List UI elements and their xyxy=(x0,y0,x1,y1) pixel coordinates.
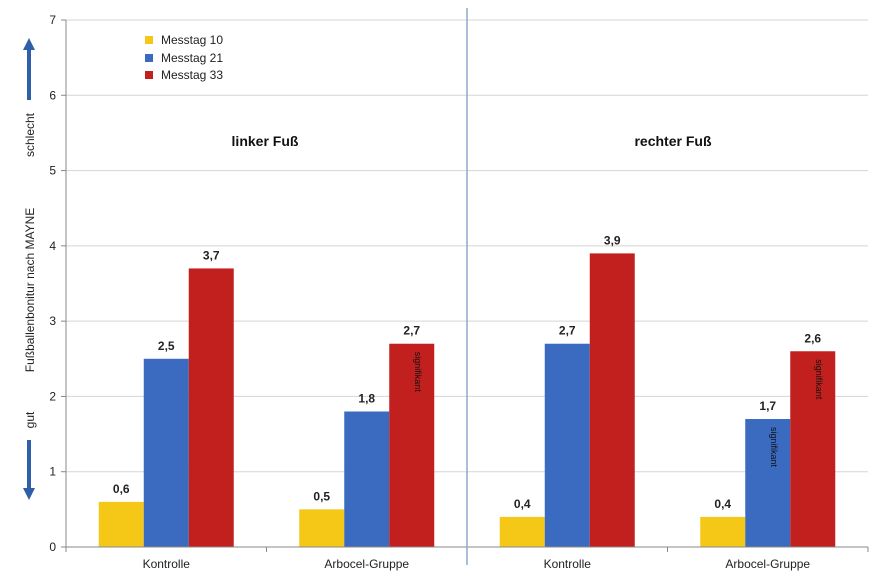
bar-3-3 xyxy=(589,253,635,547)
data-label-2-3: 2,7 xyxy=(559,324,576,338)
category-label-1: Kontrolle xyxy=(143,557,191,571)
category-label-2: Arbocel-Gruppe xyxy=(324,557,409,571)
bar-3-1 xyxy=(188,268,234,547)
significance-label-3-2: signifikant xyxy=(413,352,423,393)
legend-swatch-messtag-10 xyxy=(145,36,153,44)
bar-1-4 xyxy=(700,516,746,547)
legend-swatch-messtag-33 xyxy=(145,71,153,79)
bar-2-4 xyxy=(745,419,791,547)
bar-2-2 xyxy=(344,411,390,547)
bar-2-3 xyxy=(544,343,590,547)
y-tick-label-1: 1 xyxy=(49,465,56,479)
data-label-2-2: 1,8 xyxy=(358,391,375,405)
legend-label-messtag-33: Messtag 33 xyxy=(161,68,223,82)
panel-title-left: linker Fuß xyxy=(232,133,299,149)
data-label-1-3: 0,4 xyxy=(514,497,531,511)
legend-label-messtag-21: Messtag 21 xyxy=(161,51,223,65)
y-axis-title: Fußballenbonitur nach MAYNE xyxy=(23,208,37,373)
panel-title-right: rechter Fuß xyxy=(634,133,711,149)
data-label-3-2: 2,7 xyxy=(403,324,420,338)
y-tick-label-4: 4 xyxy=(49,239,56,253)
y-tick-label-6: 6 xyxy=(49,88,56,102)
data-label-3-3: 3,9 xyxy=(604,233,621,247)
legend-swatch-messtag-21 xyxy=(145,54,153,62)
labels: 0,6 2,5 3,7 Kontrolle 0,5 1,8 2,7 signifikant Ar… xyxy=(113,233,824,571)
y-tick-label-2: 2 xyxy=(49,389,56,403)
y-annotation-bottom: gut xyxy=(23,411,37,428)
y-annotation-top: schlecht xyxy=(23,112,37,157)
bar-2-1 xyxy=(143,358,189,547)
arrow-up-head xyxy=(23,38,35,50)
bar-3-2 xyxy=(389,343,435,547)
arrow-down-head xyxy=(23,488,35,500)
bar-3-4 xyxy=(790,351,836,547)
bar-1-3 xyxy=(499,516,545,547)
y-tick-label-7: 7 xyxy=(49,13,56,27)
significance-label-2-4: signifikant xyxy=(769,427,779,468)
data-label-1-4: 0,4 xyxy=(714,497,731,511)
data-label-2-1: 2,5 xyxy=(158,339,175,353)
data-label-3-1: 3,7 xyxy=(203,248,220,262)
bars xyxy=(98,253,836,547)
category-label-4: Arbocel-Gruppe xyxy=(725,557,810,571)
category-label-3: Kontrolle xyxy=(544,557,592,571)
y-axis-annotation: schlecht Fußballenbonitur nach MAYNE gut xyxy=(23,38,37,500)
significance-label-3-4: signifikant xyxy=(814,359,824,400)
axes: 0 1 2 3 4 5 6 7 xyxy=(49,8,869,565)
legend-label-messtag-10: Messtag 10 xyxy=(161,33,223,47)
data-label-1-2: 0,5 xyxy=(313,489,330,503)
data-label-3-4: 2,6 xyxy=(804,331,821,345)
bar-1-1 xyxy=(98,501,144,547)
bar-1-2 xyxy=(299,509,345,547)
legend: Messtag 10 Messtag 21 Messtag 33 xyxy=(145,33,223,82)
data-label-2-4: 1,7 xyxy=(759,399,776,413)
y-tick-label-3: 3 xyxy=(49,314,56,328)
y-tick-label-5: 5 xyxy=(49,164,56,178)
data-label-1-1: 0,6 xyxy=(113,482,130,496)
y-tick-label-0: 0 xyxy=(49,540,56,554)
